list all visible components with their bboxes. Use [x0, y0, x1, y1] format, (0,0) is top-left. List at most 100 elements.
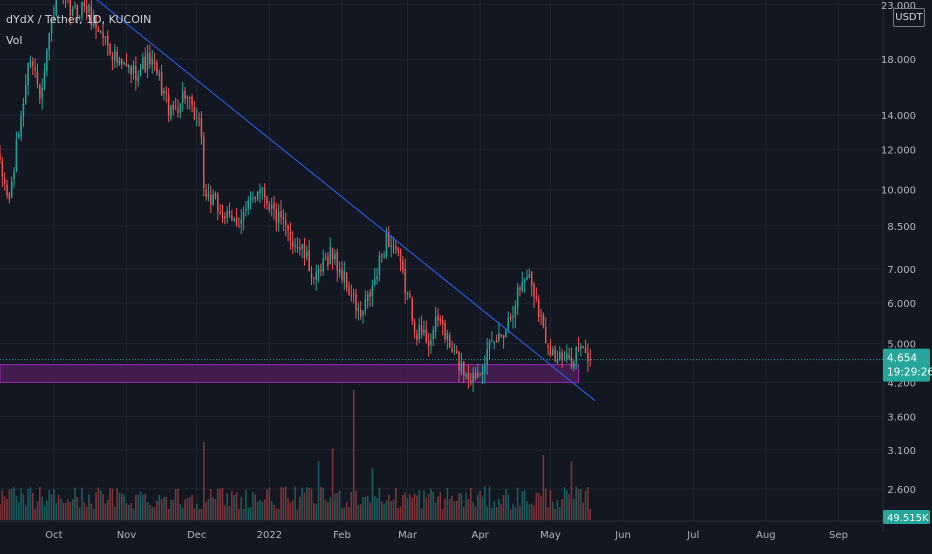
- candle-body: [339, 270, 341, 273]
- candle-body: [547, 345, 549, 347]
- volume-value-label: 49.515K: [887, 513, 929, 524]
- volume-bar: [498, 499, 500, 520]
- volume-bar: [250, 507, 252, 520]
- volume-bar: [346, 502, 348, 520]
- candle-body: [451, 348, 453, 352]
- volume-bar: [390, 501, 392, 520]
- volume-bar: [196, 504, 198, 520]
- volume-indicator-label[interactable]: Vol: [6, 30, 151, 51]
- candle-body: [112, 56, 114, 60]
- candle-body: [287, 226, 289, 231]
- volume-bar: [395, 488, 397, 520]
- candle-body: [435, 317, 437, 332]
- volume-bar: [95, 492, 97, 520]
- volume-bar: [233, 495, 235, 520]
- volume-bar: [379, 488, 381, 520]
- volume-bar: [271, 501, 273, 520]
- candle-body: [454, 351, 456, 352]
- volume-bar: [53, 489, 55, 520]
- time-tick-label: May: [540, 530, 561, 541]
- volume-bar: [536, 493, 538, 520]
- volume-bar: [477, 495, 479, 520]
- volume-bar: [280, 487, 282, 520]
- price-tick-label: 18.000: [881, 55, 916, 66]
- candle-body: [255, 197, 257, 199]
- volume-bar: [418, 490, 420, 520]
- candle-body: [9, 194, 11, 200]
- volume-bar: [37, 501, 39, 520]
- volume-bar: [449, 499, 451, 520]
- candle-body: [404, 269, 406, 294]
- volume-bar: [130, 503, 132, 520]
- candle-body: [351, 295, 353, 296]
- candle-body: [215, 193, 217, 196]
- volume-bar: [208, 499, 210, 520]
- candle-body: [201, 118, 203, 137]
- volume-bar: [545, 489, 547, 520]
- currency-badge[interactable]: USDT: [893, 8, 925, 27]
- volume-bar: [320, 487, 322, 520]
- volume-bar: [538, 493, 540, 520]
- candle-body: [299, 247, 301, 250]
- volume-bar: [306, 487, 308, 520]
- candle-body: [238, 225, 240, 226]
- volume-bar: [409, 494, 411, 520]
- volume-bar: [264, 499, 266, 520]
- volume-bar: [479, 491, 481, 520]
- volume-bar: [149, 505, 151, 520]
- candle-body: [283, 217, 285, 220]
- candle-body: [2, 161, 4, 177]
- candle-body: [6, 185, 8, 196]
- candle-body: [421, 326, 423, 335]
- volume-bar: [182, 508, 184, 520]
- volume-bar: [102, 494, 104, 520]
- volume-bar: [283, 488, 285, 520]
- candle-body: [151, 59, 153, 65]
- candle-body: [163, 90, 165, 93]
- candle-body: [187, 97, 189, 98]
- candle-body: [294, 246, 296, 247]
- candle-body: [116, 51, 118, 62]
- volume-bar: [135, 494, 137, 520]
- volume-bar: [18, 502, 20, 520]
- candle-body: [327, 256, 329, 265]
- symbol-title[interactable]: dYdX / Tether, 1D, KUCOIN: [6, 9, 151, 30]
- volume-bar: [351, 492, 353, 520]
- volume-bar: [9, 490, 11, 520]
- volume-bar: [126, 503, 128, 520]
- candle-body: [264, 189, 266, 198]
- price-tick-label: 3.100: [887, 446, 916, 457]
- candle-body: [393, 246, 395, 247]
- candle-body: [376, 276, 378, 280]
- candle-body: [140, 68, 142, 76]
- volume-bar: [84, 502, 86, 520]
- volume-bar: [435, 503, 437, 520]
- candle-body: [30, 60, 32, 64]
- volume-bar: [147, 502, 149, 520]
- candle-body: [257, 192, 259, 199]
- candle-body: [147, 53, 149, 70]
- candle-body: [11, 181, 13, 197]
- candle-body: [360, 310, 362, 317]
- candle-body: [198, 118, 200, 119]
- candle-body: [475, 373, 477, 378]
- volume-bar: [557, 500, 559, 520]
- candle-body: [458, 352, 460, 371]
- volume-bar: [337, 493, 339, 520]
- candle-body: [273, 203, 275, 209]
- volume-bar: [383, 504, 385, 520]
- candle-body: [437, 315, 439, 320]
- volume-bar: [500, 504, 502, 520]
- time-tick-label: Aug: [756, 530, 776, 541]
- candle-body: [315, 272, 317, 279]
- candle-body: [557, 360, 559, 363]
- candle-body: [308, 250, 310, 272]
- volume-bar: [255, 495, 257, 520]
- candle-body: [395, 247, 397, 249]
- time-tick-label: Apr: [471, 530, 489, 541]
- volume-bar: [512, 504, 514, 520]
- volume-bar: [229, 506, 231, 520]
- volume-bar: [161, 499, 163, 520]
